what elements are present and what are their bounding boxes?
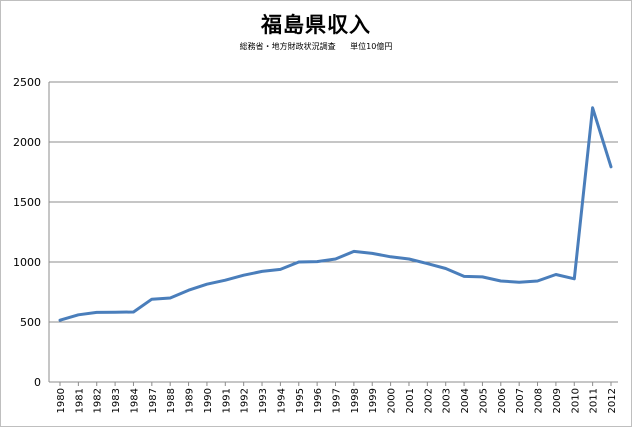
x-tick-label-1980: 1980 xyxy=(56,388,67,413)
chart-unit-note: 単位10億円 xyxy=(350,42,393,51)
y-tick-label-1000: 1000 xyxy=(13,256,41,269)
x-tick-label-1982: 1982 xyxy=(93,388,104,413)
x-tick-label-1984: 1984 xyxy=(129,388,140,413)
x-tick-label-1996: 1996 xyxy=(313,388,324,413)
x-tick-label-1999: 1999 xyxy=(368,388,379,413)
x-tick-label-2002: 2002 xyxy=(423,388,434,413)
x-tick-label-1998: 1998 xyxy=(350,388,361,413)
x-tick-label-2010: 2010 xyxy=(570,388,581,413)
x-tick-label-1997: 1997 xyxy=(332,388,343,413)
chart-source: 総務省・地方財政状況調査 xyxy=(239,42,336,51)
x-tick-label-2011: 2011 xyxy=(589,388,600,413)
x-tick-label-1987: 1987 xyxy=(148,388,159,413)
x-tick-label-1981: 1981 xyxy=(74,388,85,413)
chart-subtitle-row: 総務省・地方財政状況調査 単位10億円 xyxy=(1,41,631,52)
x-tick-label-2000: 2000 xyxy=(387,388,398,413)
y-tick-label-2000: 2000 xyxy=(13,136,41,149)
y-tick-label-2500: 2500 xyxy=(13,76,41,89)
x-tick-label-2006: 2006 xyxy=(497,388,508,413)
x-tick-label-2005: 2005 xyxy=(478,388,489,413)
x-tick-label-1990: 1990 xyxy=(203,388,214,413)
x-tick-label-1993: 1993 xyxy=(258,388,269,413)
x-tick-label-2009: 2009 xyxy=(552,388,563,413)
x-tick-label-2008: 2008 xyxy=(534,388,545,413)
x-tick-label-1989: 1989 xyxy=(185,388,196,413)
x-tick-label-1992: 1992 xyxy=(240,388,251,413)
x-tick-label-2004: 2004 xyxy=(460,388,471,413)
x-tick-label-2003: 2003 xyxy=(442,388,453,413)
y-tick-label-500: 500 xyxy=(20,316,41,329)
x-tick-label-2001: 2001 xyxy=(405,388,416,413)
x-tick-label-2012: 2012 xyxy=(607,388,618,413)
x-tick-label-1994: 1994 xyxy=(276,388,287,413)
x-tick-label-1988: 1988 xyxy=(166,388,177,413)
x-tick-label-1995: 1995 xyxy=(295,388,306,413)
y-tick-label-1500: 1500 xyxy=(13,196,41,209)
series-line-0 xyxy=(58,106,613,322)
chart-title: 福島県収入 xyxy=(261,13,371,37)
y-tick-label-0: 0 xyxy=(34,376,41,389)
x-tick-label-1991: 1991 xyxy=(221,388,232,413)
x-tick-label-1983: 1983 xyxy=(111,388,122,413)
x-tick-label-2007: 2007 xyxy=(515,388,526,413)
